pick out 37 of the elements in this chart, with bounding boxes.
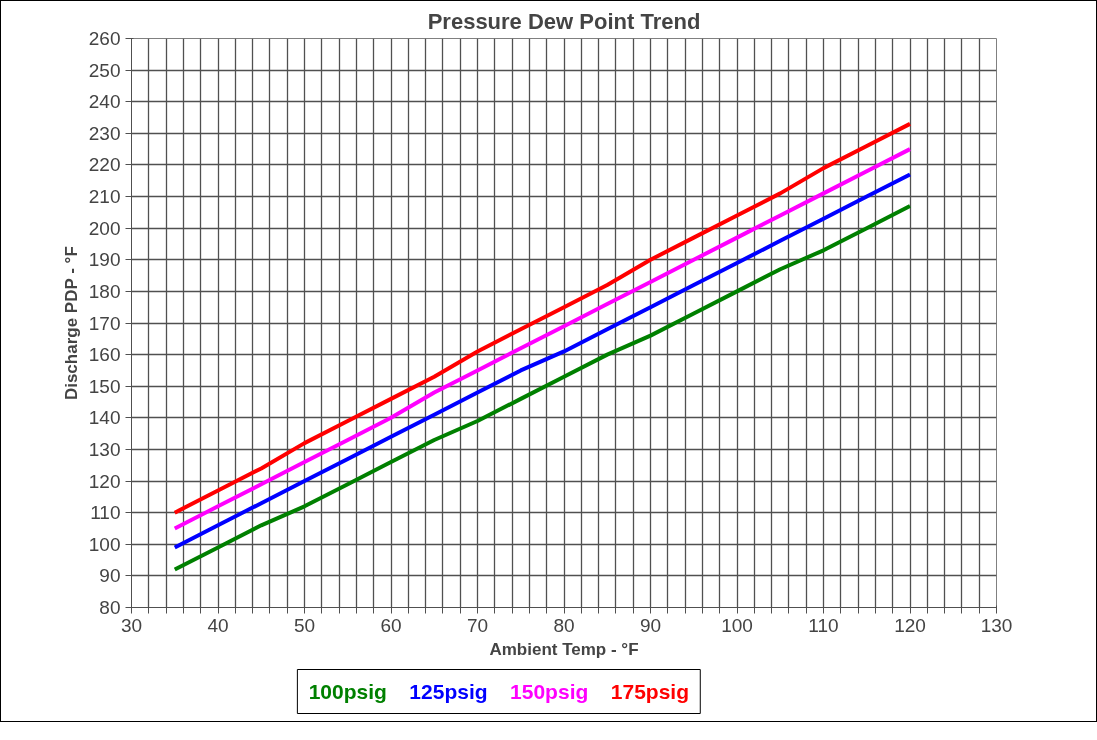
- y-tick-label: 90: [99, 565, 121, 587]
- x-tick-label: 60: [380, 614, 402, 636]
- y-tick-label: 210: [88, 186, 121, 208]
- x-tick-label: 30: [120, 614, 143, 636]
- text: 150psig: [510, 680, 589, 703]
- y-tick-label: 130: [88, 438, 121, 460]
- y-tick-label: 140: [88, 407, 121, 429]
- y-tick-label: 110: [90, 502, 121, 524]
- text: 175psig: [610, 680, 690, 703]
- text: 100psig: [308, 680, 387, 703]
- y-tick-label: 80: [99, 597, 121, 618]
- x-tick-label: 80: [553, 614, 575, 636]
- y-axis-title: Discharge PDP - °F: [61, 246, 81, 401]
- x-tick-label: 130: [980, 614, 1013, 636]
- x-axis-title: Ambient Temp - °F: [489, 639, 639, 659]
- y-tick-label: 240: [88, 91, 121, 113]
- x-tick-label: 110: [808, 614, 839, 636]
- y-tick-label: 160: [88, 344, 121, 366]
- chart-title: Pressure Dew Point Trend: [427, 8, 701, 34]
- y-tick-label: 230: [88, 122, 121, 144]
- x-tick-label: 70: [466, 614, 489, 636]
- y-tick-label: 180: [88, 280, 121, 302]
- y-tick-label: 200: [88, 217, 121, 239]
- y-tick-label: 100: [88, 533, 121, 555]
- y-tick-label: 120: [88, 470, 121, 492]
- x-tick-label: 100: [721, 614, 753, 636]
- x-tick-label: 40: [207, 614, 229, 636]
- x-tick-label: 90: [639, 614, 662, 636]
- y-tick-label: 150: [88, 375, 121, 397]
- y-tick-label: 170: [88, 312, 121, 334]
- text: 125psig: [409, 680, 488, 703]
- y-tick-label: 260: [88, 28, 121, 49]
- y-tick-label: 190: [88, 249, 121, 271]
- x-tick-label: 50: [293, 614, 316, 636]
- x-tick-label: 120: [894, 614, 926, 636]
- y-tick-label: 250: [88, 59, 121, 81]
- y-tick-label: 220: [88, 154, 121, 176]
